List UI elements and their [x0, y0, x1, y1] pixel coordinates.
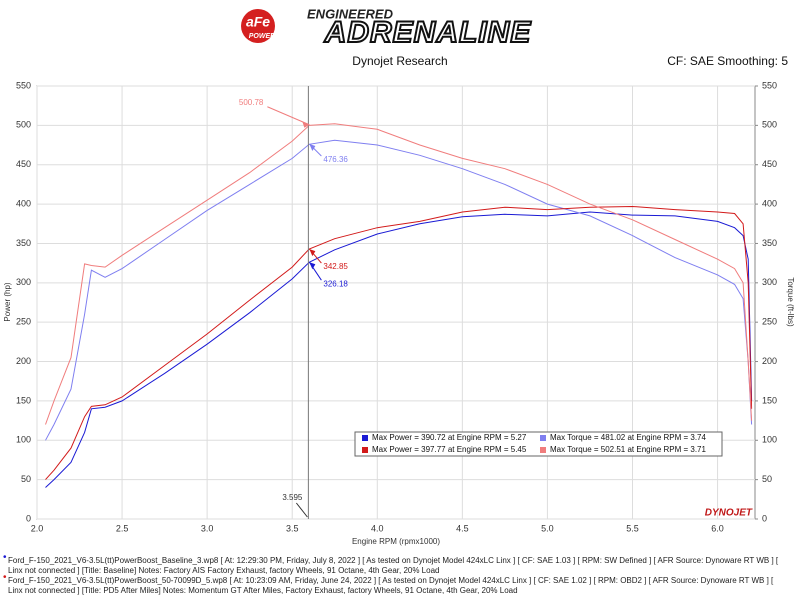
footer-text: Ford_F-150_2021_V6-3.5L(tt)PowerBoost_50…: [8, 576, 774, 595]
y2-tick-label: 150: [762, 395, 777, 405]
legend: Max Power = 390.72 at Engine RPM = 5.27 M…: [354, 431, 723, 457]
logo-main: ADRENALINE: [324, 16, 532, 49]
annotation-arrowhead: [309, 249, 316, 257]
x-tick-label: 5.0: [541, 523, 554, 533]
x-tick-label: 2.5: [116, 523, 129, 533]
chart-subtitle: CF: SAE Smoothing: 5: [667, 54, 788, 68]
legend-label: Max Torque = 481.02 at Engine RPM = 3.74: [550, 433, 707, 442]
y-axis-title: Power (hp): [3, 282, 12, 321]
annotation-label: 476.36: [323, 155, 348, 164]
y-tick-label: 450: [16, 159, 31, 169]
legend-swatch: [540, 447, 546, 453]
y2-tick-label: 50: [762, 474, 772, 484]
x-tick-label: 4.5: [456, 523, 469, 533]
legend-box: [354, 431, 723, 457]
annotation-label: 500.78: [239, 98, 264, 107]
y2-tick-label: 100: [762, 435, 777, 445]
annotation-arrowhead: [302, 121, 310, 128]
x-tick-label: 3.0: [201, 523, 214, 533]
legend-label: Max Power = 397.77 at Engine RPM = 5.45: [372, 445, 527, 454]
x-tick-label: 3.5: [286, 523, 299, 533]
y-tick-label: 0: [26, 513, 31, 523]
y-tick-label: 200: [16, 356, 31, 366]
x-axis-title: Engine RPM (rpmx1000): [352, 537, 440, 546]
y-tick-label: 100: [16, 435, 31, 445]
x-tick-label: 5.5: [626, 523, 639, 533]
logo-badge: aFe: [246, 14, 270, 30]
logo-badge-bg: [241, 9, 275, 43]
annotation-label: 326.18: [323, 279, 348, 288]
series-line: [45, 211, 753, 488]
y-tick-label: 400: [16, 198, 31, 208]
legend-swatch: [540, 435, 546, 441]
y-tick-label: 550: [16, 80, 31, 90]
y2-tick-label: 300: [762, 277, 777, 287]
y2-tick-label: 500: [762, 120, 777, 130]
y2-tick-label: 450: [762, 159, 777, 169]
x-tick-label: 4.0: [371, 523, 384, 533]
y2-tick-label: 200: [762, 356, 777, 366]
footer-text: Ford_F-150_2021_V6-3.5L(tt)PowerBoost_Ba…: [8, 556, 779, 575]
y2-axis-title: Torque (ft-lbs): [786, 277, 795, 327]
y2-tick-label: 250: [762, 317, 777, 327]
legend-label: Max Torque = 502.51 at Engine RPM = 3.71: [550, 445, 707, 454]
watermark: DYNOJET: [705, 508, 753, 519]
y-tick-label: 500: [16, 120, 31, 130]
y-tick-label: 50: [21, 474, 31, 484]
y-tick-label: 150: [16, 395, 31, 405]
chart: aFe POWER ENGINEERED ADRENALINE Dynojet …: [3, 6, 795, 546]
y-tick-label: 300: [16, 277, 31, 287]
y2-tick-label: 350: [762, 238, 777, 248]
annotation-arrowhead: [309, 262, 316, 270]
y-tick-label: 350: [16, 238, 31, 248]
y2-tick-label: 0: [762, 513, 767, 523]
annotation-label: 342.85: [323, 262, 348, 271]
series-line: [45, 139, 753, 441]
y-tick-label: 250: [16, 317, 31, 327]
footer-line: • Ford_F-150_2021_V6-3.5L(tt)PowerBoost_B…: [3, 552, 779, 576]
chart-title: Dynojet Research: [352, 54, 447, 68]
legend-label: Max Power = 390.72 at Engine RPM = 5.27: [372, 433, 527, 442]
series-line: [45, 205, 753, 480]
annotation-arrowhead: [309, 143, 316, 151]
y2-tick-label: 550: [762, 80, 777, 90]
series-line: [45, 123, 753, 425]
legend-swatch: [362, 435, 368, 441]
legend-swatch: [362, 447, 368, 453]
x-tick-label: 2.0: [31, 523, 44, 533]
footer-line: • Ford_F-150_2021_V6-3.5L(tt)PowerBoost_5…: [3, 572, 774, 596]
x-tick-label: 6.0: [711, 523, 724, 533]
y2-tick-label: 400: [762, 198, 777, 208]
cursor-arrow: [295, 502, 308, 518]
logo-top: ENGINEERED: [307, 6, 394, 21]
cursor-label: 3.595: [282, 493, 303, 502]
logo-badge-sub: POWER: [249, 33, 275, 40]
